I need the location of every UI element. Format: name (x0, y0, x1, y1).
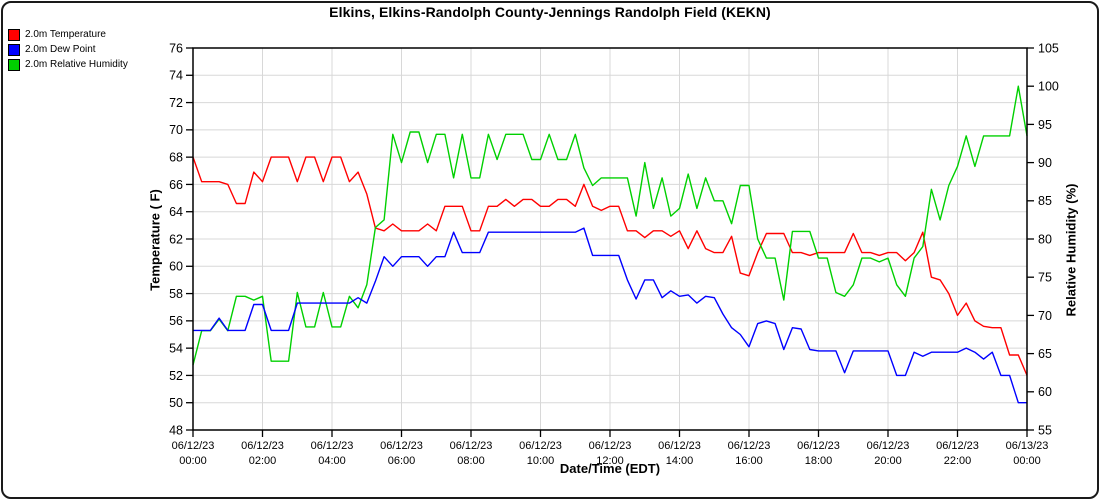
bottom-axis-date-label: 06/12/23 (728, 440, 771, 452)
legend-item-label: 2.0m Relative Humidity (25, 58, 128, 70)
left-axis-tick-label: 68 (169, 151, 183, 165)
right-axis-tick-label: 85 (1038, 194, 1052, 208)
bottom-axis-time-label: 08:00 (457, 455, 485, 467)
left-axis-tick-label: 60 (169, 260, 183, 274)
series-temperature-line (192, 156, 1028, 376)
series-group (192, 85, 1028, 404)
left-axis-tick-label: 58 (169, 287, 183, 301)
bottom-axis-time-label: 06:00 (388, 455, 416, 467)
bottom-axis-time-label: 16:00 (735, 455, 763, 467)
left-axis-tick-label: 52 (169, 369, 183, 383)
bottom-axis-date-label: 06/12/23 (658, 440, 701, 452)
axis-tick-labels: 76 74 72 70 68 66 64 62 60 58 56 54 52 50 48 105 100 95 90… (169, 41, 1059, 467)
left-axis-tick-label: 70 (169, 123, 183, 137)
left-axis-tick-label: 74 (169, 69, 183, 83)
bottom-axis-time-label: 22:00 (944, 455, 972, 467)
right-axis-tick-label: 75 (1038, 271, 1052, 285)
left-axis-tick-label: 72 (169, 96, 183, 110)
right-axis-tick-label: 95 (1038, 118, 1052, 132)
legend-item: 2.0m Temperature (8, 27, 128, 42)
bottom-axis-time-label: 00:00 (1013, 455, 1041, 467)
left-axis-tick-label: 76 (169, 41, 183, 55)
bottom-axis-time-label: 02:00 (249, 455, 277, 467)
gridlines (193, 48, 1027, 430)
left-axis-tick-label: 66 (169, 178, 183, 192)
left-axis-tick-label: 48 (169, 423, 183, 437)
left-axis-tick-label: 50 (169, 396, 183, 410)
bottom-axis-date-label: 06/12/23 (519, 440, 562, 452)
right-axis-tick-label: 55 (1038, 423, 1052, 437)
bottom-axis-date-label: 06/12/23 (589, 440, 632, 452)
axis-ticks (186, 47, 1034, 437)
right-axis-tick-label: 100 (1038, 80, 1059, 94)
x-axis-title: Date/Time (EDT) (559, 461, 661, 476)
left-axis-tick-label: 56 (169, 314, 183, 328)
bottom-axis-date-label: 06/12/23 (241, 440, 284, 452)
legend-swatch-temperature (8, 28, 20, 41)
bottom-axis-time-label: 10:00 (527, 455, 555, 467)
bottom-axis-date-label: 06/12/23 (380, 440, 423, 452)
bottom-axis-time-label: 20:00 (874, 455, 902, 467)
bottom-axis-date-label: 06/12/23 (797, 440, 840, 452)
legend-item: 2.0m Relative Humidity (8, 57, 128, 72)
bottom-axis-time-label: 18:00 (805, 455, 833, 467)
bottom-axis-date-label: 06/13/23 (1006, 440, 1049, 452)
bottom-axis-date-label: 06/12/23 (450, 440, 493, 452)
bottom-axis-date-label: 06/12/23 (172, 440, 215, 452)
bottom-axis-time-label: 04:00 (318, 455, 346, 467)
right-axis-tick-label: 70 (1038, 309, 1052, 323)
right-axis-tick-label: 105 (1038, 41, 1059, 55)
bottom-axis-time-label: 00:00 (179, 455, 207, 467)
bottom-axis-time-label: 12:00 (596, 455, 624, 467)
right-axis-tick-label: 90 (1038, 156, 1052, 170)
left-axis-tick-label: 64 (169, 205, 183, 219)
right-axis-tick-label: 60 (1038, 385, 1052, 399)
series-dewpoint-line (193, 227, 1027, 404)
chart-legend: 2.0m Temperature 2.0m Dew Point 2.0m Relat… (8, 27, 128, 72)
right-axis-tick-label: 80 (1038, 232, 1052, 246)
legend-item-label: 2.0m Dew Point (25, 43, 96, 55)
series-humidity-line (192, 85, 1028, 366)
bottom-axis-date-label: 06/12/23 (867, 440, 910, 452)
legend-item: 2.0m Dew Point (8, 42, 128, 57)
left-axis-tick-label: 62 (169, 232, 183, 246)
bottom-axis-time-label: 14:00 (666, 455, 694, 467)
legend-swatch-dewpoint (8, 43, 20, 56)
bottom-axis-date-label: 06/12/23 (311, 440, 354, 452)
bottom-axis-date-label: 06/12/23 (936, 440, 979, 452)
left-axis-tick-label: 54 (169, 342, 183, 356)
right-axis-tick-label: 65 (1038, 347, 1052, 361)
page-title: Elkins, Elkins-Randolph County-Jennings … (329, 4, 771, 20)
legend-swatch-humidity (8, 58, 20, 71)
legend-item-label: 2.0m Temperature (25, 28, 106, 40)
